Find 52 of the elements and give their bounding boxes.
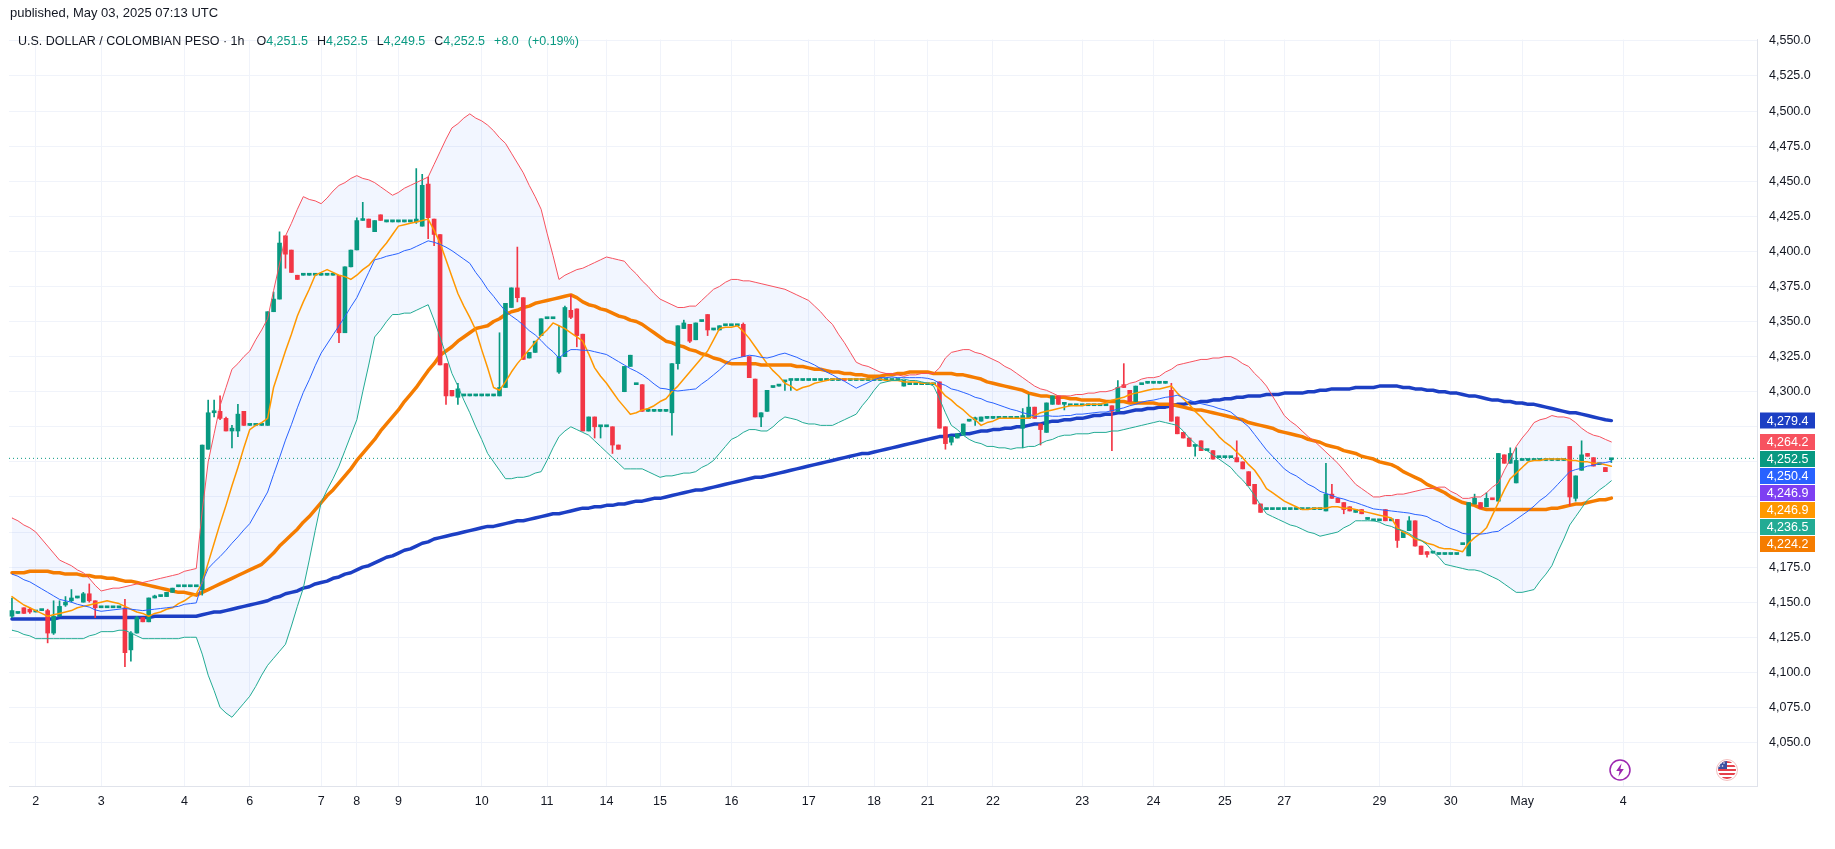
x-tick-label: 4 xyxy=(1619,793,1627,808)
text: 4,279.4 xyxy=(1766,413,1809,428)
text: published, May 03, 2025 07:13 UTC xyxy=(10,5,219,21)
ref-line-label: 4,252.5 xyxy=(1766,451,1809,466)
x-tick-label: 4 xyxy=(180,793,188,808)
y-tick-label: 4,525.0 xyxy=(1769,68,1811,83)
text: 4,246.9 xyxy=(1766,485,1809,500)
y-tick-label: 4,175.0 xyxy=(1769,559,1811,574)
y-tick-label: 4,450.0 xyxy=(1769,173,1811,188)
y-tick-label: 4,100.0 xyxy=(1769,664,1811,679)
x-tick-label: 17 xyxy=(801,793,816,808)
y-tick-label: 4,500.0 xyxy=(1769,103,1811,118)
x-tick-label: 10 xyxy=(474,793,489,808)
text: 4,250.4 xyxy=(1766,468,1809,483)
y-tick-label: 4,125.0 xyxy=(1769,629,1811,644)
text: O4,251.5 H4,252.5 L4,249.5 C4,252.5 +8.0 (+0.19%) xyxy=(256,34,579,48)
x-tick-label: 7 xyxy=(317,793,325,808)
x-tick-label: 23 xyxy=(1075,793,1090,808)
y-tick-label: 4,075.0 xyxy=(1769,699,1811,714)
text: 4,224.2 xyxy=(1766,536,1809,551)
x-tick-label: 25 xyxy=(1217,793,1232,808)
text: 4,264.2 xyxy=(1766,434,1809,449)
x-tick-label: 14 xyxy=(599,793,614,808)
x-tick-label: 30 xyxy=(1443,793,1458,808)
y-tick-label: 4,150.0 xyxy=(1769,594,1811,609)
x-tick-label: 27 xyxy=(1277,793,1292,808)
x-tick-label: 2 xyxy=(32,793,40,808)
x-tick-label: 21 xyxy=(920,793,935,808)
x-tick-label: 24 xyxy=(1146,793,1161,808)
y-tick-label: 4,325.0 xyxy=(1769,349,1811,364)
text: 4,246.9 xyxy=(1766,502,1809,517)
x-tick-label: 9 xyxy=(394,793,402,808)
x-tick-label: 16 xyxy=(724,793,739,808)
y-tick-label: 4,550.0 xyxy=(1769,33,1811,48)
x-tick-label: 22 xyxy=(986,793,1000,808)
text: 4,236.5 xyxy=(1766,519,1809,534)
y-tick-label: 4,400.0 xyxy=(1769,243,1811,258)
chart-title: U.S. DOLLAR / COLOMBIAN PESO · 1h xyxy=(18,34,245,48)
y-tick-label: 4,050.0 xyxy=(1769,734,1811,749)
y-tick-label: 4,475.0 xyxy=(1769,138,1811,153)
x-tick-label: 8 xyxy=(353,793,361,808)
y-tick-label: 4,375.0 xyxy=(1769,278,1811,293)
x-tick-label: 6 xyxy=(246,793,254,808)
x-tick-label: 29 xyxy=(1372,793,1387,808)
y-tick-label: 4,350.0 xyxy=(1769,314,1811,328)
x-tick-label: 3 xyxy=(97,793,105,808)
x-tick-label: 15 xyxy=(653,793,668,808)
y-tick-label: 4,425.0 xyxy=(1769,208,1811,223)
y-tick-label: 4,300.0 xyxy=(1769,384,1811,399)
x-tick-label: May xyxy=(1510,793,1535,808)
x-tick-label: 18 xyxy=(867,793,882,808)
x-tick-label: 11 xyxy=(540,793,554,808)
